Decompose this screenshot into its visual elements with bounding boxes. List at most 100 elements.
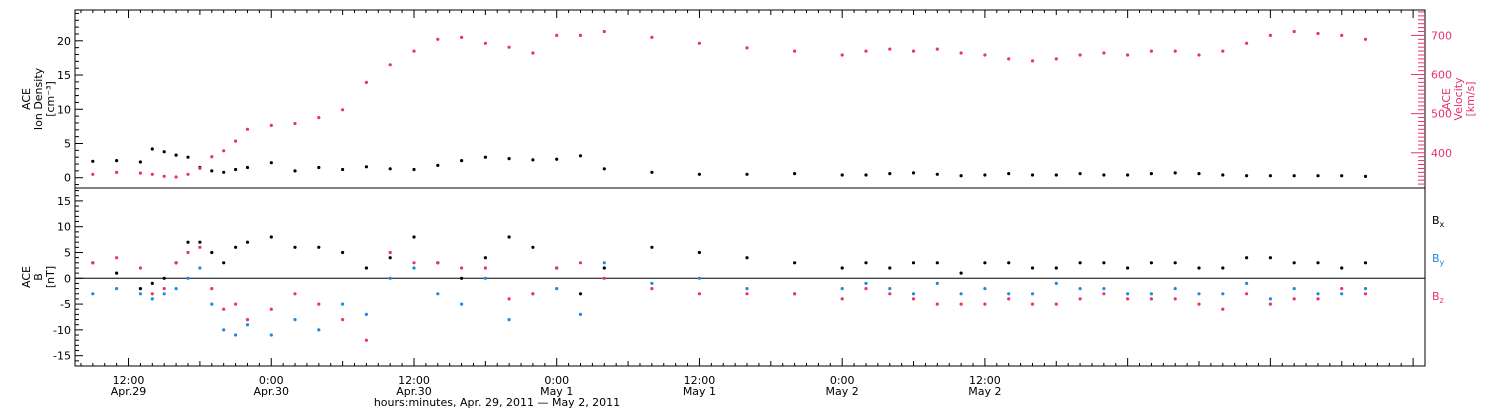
b-axis-title: ACE B [nT] xyxy=(20,266,57,288)
by-point xyxy=(388,276,392,280)
x-tick-date: May 1 xyxy=(540,385,573,398)
bx-point xyxy=(1007,261,1011,265)
bz-point xyxy=(210,287,214,291)
density-point xyxy=(245,165,250,170)
bx-point xyxy=(793,261,797,265)
legend-bx: Bx xyxy=(1432,214,1445,229)
bx-point xyxy=(840,266,844,270)
by-point xyxy=(1126,292,1130,296)
bz-point xyxy=(436,261,440,265)
density-point xyxy=(293,169,297,173)
by-point xyxy=(1268,297,1272,301)
x-tick-time: 0:00 xyxy=(830,374,855,387)
bz-point xyxy=(578,261,583,265)
velocity-axis-title: ACE Velocity [km/s] xyxy=(1440,77,1477,121)
density-point xyxy=(234,167,238,172)
bz-point xyxy=(222,307,226,311)
velocity-point xyxy=(959,51,963,55)
by-point xyxy=(138,292,142,296)
velocity-point xyxy=(1173,49,1177,53)
velocity-point xyxy=(1221,49,1225,53)
density-point xyxy=(1126,173,1130,177)
bx-point xyxy=(864,261,868,265)
density-point xyxy=(650,170,654,174)
density-point xyxy=(840,173,844,177)
x-tick-date: Apr.30 xyxy=(396,385,432,398)
bx-point xyxy=(1126,266,1130,270)
density-point xyxy=(745,172,749,176)
density-point xyxy=(1102,173,1106,177)
density-point xyxy=(1197,172,1201,176)
by-point xyxy=(162,292,166,296)
by-point xyxy=(1363,287,1368,291)
bx-point xyxy=(578,292,583,296)
density-point xyxy=(269,161,273,165)
bx-point xyxy=(1268,256,1272,260)
density-point xyxy=(162,150,166,154)
density-point xyxy=(555,157,559,161)
bz-point xyxy=(697,292,702,296)
by-point xyxy=(959,292,963,296)
bx-point xyxy=(1054,266,1058,270)
bx-point xyxy=(650,245,654,249)
bx-point xyxy=(150,281,154,285)
bx-point xyxy=(210,250,214,255)
x-tick-time: 12:00 xyxy=(398,374,430,387)
bz-point xyxy=(1007,297,1011,301)
velocity-point xyxy=(162,174,166,178)
bx-point xyxy=(364,266,368,270)
velocity-tick-label: 400 xyxy=(1431,147,1452,160)
bx-point xyxy=(1221,266,1225,270)
bz-point xyxy=(1126,297,1130,301)
velocity-point xyxy=(174,175,178,179)
b-tick-label: -5 xyxy=(60,298,71,311)
velocity-point xyxy=(186,172,190,176)
velocity-point xyxy=(1054,57,1058,61)
density-point xyxy=(138,160,142,164)
velocity-point xyxy=(483,41,487,45)
velocity-point xyxy=(317,116,321,120)
bz-point xyxy=(1078,297,1082,301)
density-point xyxy=(460,159,464,163)
by-point xyxy=(507,318,511,322)
velocity-axis-title-line2: Velocity xyxy=(1452,77,1465,121)
velocity-axis-title-line1: ACE xyxy=(1440,88,1453,110)
by-point xyxy=(1054,281,1058,285)
density-point xyxy=(91,159,95,163)
velocity-point xyxy=(364,80,368,84)
by-point xyxy=(436,292,440,296)
velocity-point xyxy=(234,139,238,143)
velocity-point xyxy=(115,170,119,174)
b-legend: Bx By Bz xyxy=(1432,214,1445,305)
by-point xyxy=(364,312,368,316)
bx-point xyxy=(602,266,606,270)
by-point xyxy=(222,328,226,332)
by-point xyxy=(341,302,345,306)
density-point xyxy=(1316,174,1320,178)
velocity-point xyxy=(1102,51,1106,55)
by-point xyxy=(115,287,119,291)
velocity-point xyxy=(864,49,868,53)
magnetic-field-panel: -15 -10 -5 0 5 10 15 ACE B [nT] Bx By Bz xyxy=(20,187,1445,367)
velocity-point xyxy=(150,172,154,176)
by-point xyxy=(483,276,487,280)
bz-point xyxy=(1149,297,1153,301)
by-point xyxy=(317,328,321,332)
x-tick-time: 0:00 xyxy=(544,374,569,387)
density-tick-label: 0 xyxy=(64,172,71,185)
x-tick-date: May 2 xyxy=(968,385,1001,398)
x-tick-time: 0:00 xyxy=(259,374,284,387)
b-axis-title-line1: ACE xyxy=(20,266,33,288)
bz-point xyxy=(1102,292,1106,296)
density-point xyxy=(983,173,987,177)
density-y-axis: 0 5 10 15 20 xyxy=(57,12,83,186)
density-point xyxy=(1030,173,1035,177)
by-point xyxy=(1316,292,1320,296)
legend-bz: Bz xyxy=(1432,290,1444,305)
by-point xyxy=(1245,281,1249,285)
bz-point xyxy=(269,307,273,311)
bx-point xyxy=(697,250,702,255)
x-tick-date: Apr.30 xyxy=(253,385,289,398)
bz-point xyxy=(1316,297,1320,301)
density-point xyxy=(1363,174,1368,178)
